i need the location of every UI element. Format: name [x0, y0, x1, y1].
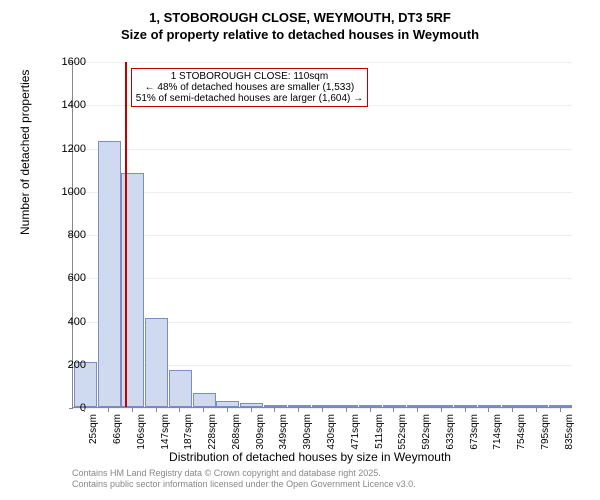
x-tick-mark: [227, 408, 228, 412]
bar: [193, 393, 216, 407]
x-tick-label: 633sqm: [445, 414, 456, 450]
x-tick-label: 25sqm: [88, 414, 99, 444]
bar: [407, 405, 430, 407]
x-tick-mark: [465, 408, 466, 412]
x-tick-mark: [132, 408, 133, 412]
x-tick-mark: [560, 408, 561, 412]
x-tick-label: 106sqm: [136, 414, 147, 450]
x-tick-mark: [179, 408, 180, 412]
footer: Contains HM Land Registry data © Crown c…: [72, 468, 416, 490]
chart-title-line1: 1, STOBOROUGH CLOSE, WEYMOUTH, DT3 5RF: [10, 10, 590, 25]
x-tick-mark: [346, 408, 347, 412]
x-tick-mark: [156, 408, 157, 412]
y-tick-label: 400: [46, 316, 86, 328]
y-tick-label: 1600: [46, 56, 86, 68]
x-tick-mark: [393, 408, 394, 412]
title-block: 1, STOBOROUGH CLOSE, WEYMOUTH, DT3 5RF S…: [10, 10, 590, 42]
x-tick-mark: [488, 408, 489, 412]
x-tick-mark: [84, 408, 85, 412]
x-tick-label: 511sqm: [374, 414, 385, 449]
x-tick-label: 673sqm: [469, 414, 480, 450]
marker-line: [125, 62, 127, 407]
bar: [454, 405, 477, 407]
x-tick-label: 795sqm: [540, 414, 551, 450]
bar: [359, 405, 382, 407]
bar: [502, 405, 525, 407]
x-tick-mark: [298, 408, 299, 412]
plot-area: 1 STOBOROUGH CLOSE: 110sqm ← 48% of deta…: [72, 62, 572, 408]
x-tick-mark: [274, 408, 275, 412]
x-tick-mark: [108, 408, 109, 412]
bar: [525, 405, 548, 407]
annotation-line-2: 51% of semi-detached houses are larger (…: [136, 93, 363, 104]
x-tick-label: 430sqm: [326, 414, 337, 450]
y-tick-label: 200: [46, 359, 86, 371]
x-tick-label: 349sqm: [278, 414, 289, 450]
y-tick-label: 1200: [46, 143, 86, 155]
x-tick-label: 66sqm: [112, 414, 123, 444]
x-tick-label: 390sqm: [302, 414, 313, 450]
chart-title-line2: Size of property relative to detached ho…: [10, 27, 590, 42]
annotation-box: 1 STOBOROUGH CLOSE: 110sqm ← 48% of deta…: [131, 68, 368, 107]
x-tick-mark: [417, 408, 418, 412]
bar: [383, 405, 406, 407]
x-tick-mark: [203, 408, 204, 412]
bar: [478, 405, 501, 407]
x-tick-mark: [441, 408, 442, 412]
bar: [169, 370, 192, 407]
annotation-line-1: ← 48% of detached houses are smaller (1,…: [136, 82, 363, 93]
x-tick-label: 228sqm: [207, 414, 218, 450]
x-tick-mark: [370, 408, 371, 412]
y-tick-label: 600: [46, 272, 86, 284]
x-axis-label: Distribution of detached houses by size …: [10, 450, 600, 464]
bar: [312, 405, 335, 407]
x-tick-mark: [322, 408, 323, 412]
y-tick-label: 1400: [46, 99, 86, 111]
bar: [430, 405, 453, 407]
bar: [264, 405, 287, 407]
y-tick-label: 0: [46, 402, 86, 414]
x-tick-label: 835sqm: [564, 414, 575, 450]
x-tick-label: 187sqm: [183, 414, 194, 450]
x-tick-mark: [536, 408, 537, 412]
bars: [73, 62, 572, 407]
y-tick-label: 1000: [46, 186, 86, 198]
x-tick-label: 754sqm: [516, 414, 527, 450]
x-tick-label: 714sqm: [492, 414, 503, 450]
bar: [335, 405, 358, 407]
x-tick-label: 592sqm: [421, 414, 432, 450]
x-tick-label: 471sqm: [350, 414, 361, 450]
x-tick-label: 309sqm: [255, 414, 266, 450]
y-axis-label: Number of detached properties: [18, 70, 32, 235]
bar: [145, 318, 168, 407]
footer-line-1: Contains HM Land Registry data © Crown c…: [72, 468, 416, 479]
x-tick-label: 147sqm: [160, 414, 171, 450]
annotation-line-0: 1 STOBOROUGH CLOSE: 110sqm: [136, 71, 363, 82]
bar: [216, 401, 239, 407]
y-tick-label: 800: [46, 229, 86, 241]
x-tick-label: 552sqm: [397, 414, 408, 450]
x-tick-mark: [251, 408, 252, 412]
bar: [240, 403, 263, 407]
footer-line-2: Contains public sector information licen…: [72, 479, 416, 490]
x-tick-label: 268sqm: [231, 414, 242, 450]
bar: [98, 141, 121, 407]
x-tick-mark: [512, 408, 513, 412]
chart-container: 1, STOBOROUGH CLOSE, WEYMOUTH, DT3 5RF S…: [10, 10, 590, 490]
bar: [549, 405, 572, 407]
bar: [288, 405, 311, 407]
